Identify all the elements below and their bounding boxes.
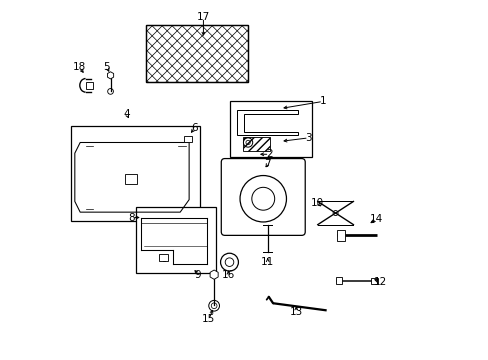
Text: 7: 7 [264, 159, 270, 169]
Text: 5: 5 [103, 63, 110, 72]
Bar [335, 277, 341, 284]
Bar [135, 207, 216, 273]
Bar [146, 24, 247, 82]
FancyBboxPatch shape [221, 158, 305, 235]
Text: 11: 11 [261, 257, 274, 267]
Text: 10: 10 [310, 198, 324, 208]
Bar [85, 82, 93, 89]
Text: 1: 1 [319, 96, 325, 107]
Bar [337, 230, 344, 241]
Text: 15: 15 [202, 314, 215, 324]
Bar [146, 24, 247, 82]
Text: 12: 12 [373, 277, 386, 287]
Text: 9: 9 [194, 270, 201, 280]
Bar [183, 136, 191, 143]
Bar [124, 174, 137, 184]
Bar [242, 137, 269, 152]
Text: 2: 2 [265, 149, 272, 159]
Text: 16: 16 [222, 270, 235, 280]
Text: 18: 18 [73, 63, 86, 72]
Text: 17: 17 [196, 13, 210, 22]
Text: 8: 8 [128, 212, 135, 222]
Bar [370, 278, 378, 284]
Text: 6: 6 [191, 123, 198, 133]
Text: 14: 14 [369, 214, 383, 224]
Text: 4: 4 [123, 109, 130, 119]
Bar [230, 102, 312, 157]
Text: 3: 3 [305, 133, 311, 143]
Bar [159, 253, 167, 261]
Text: 13: 13 [289, 307, 302, 317]
Bar [71, 126, 200, 221]
